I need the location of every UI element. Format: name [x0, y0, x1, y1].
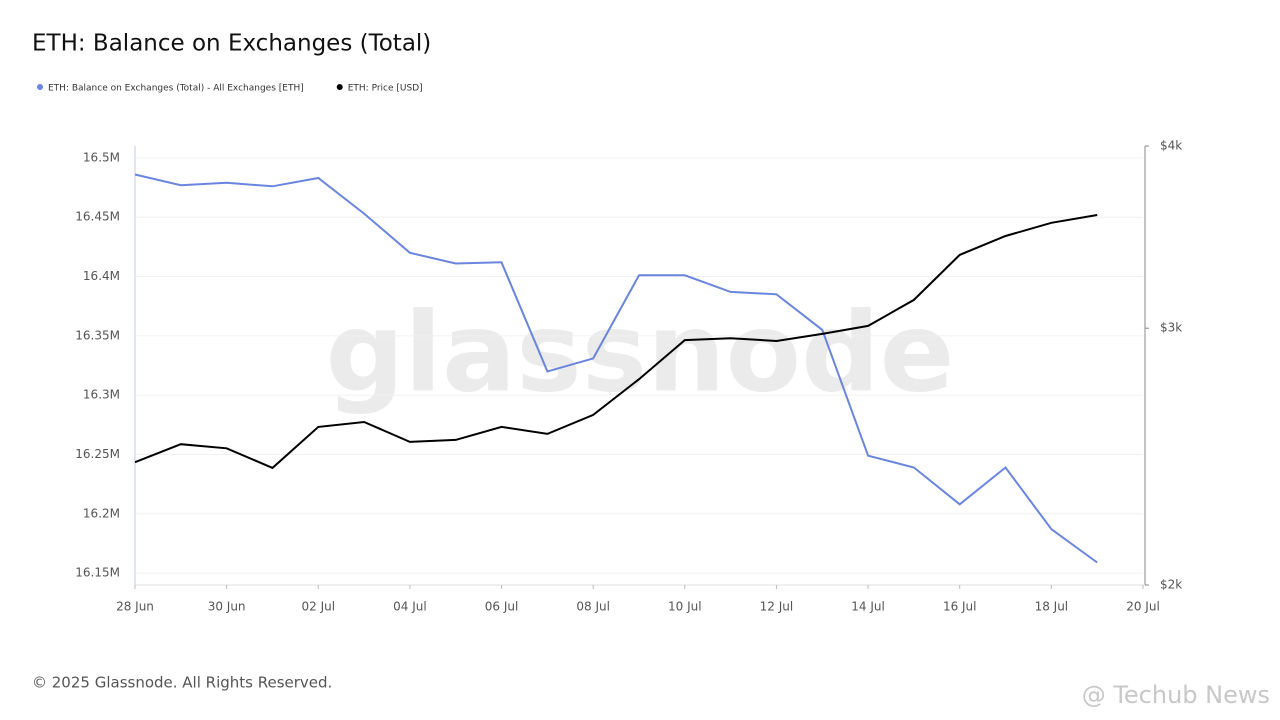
x-tick-label: 10 Jul [668, 600, 702, 614]
x-tick-label: 30 Jun [208, 600, 246, 614]
series-line [134, 173, 1098, 564]
y2-tick-label: $3k [1160, 321, 1182, 335]
y-tick-label: 16.3M [83, 388, 120, 402]
legend-label: ETH: Balance on Exchanges (Total) - All … [48, 84, 304, 94]
corner-watermark: @ Techub News [1082, 681, 1270, 709]
x-tick-label: 20 Jul [1126, 600, 1160, 614]
x-tick-label: 08 Jul [576, 600, 610, 614]
x-tick-label: 02 Jul [301, 600, 335, 614]
y-tick-label: 16.15M [75, 566, 120, 580]
legend-marker [336, 84, 343, 90]
x-tick-label: 28 Jun [116, 600, 154, 614]
y-tick-label: 16.45M [75, 210, 120, 224]
y-tick-label: 16.5M [83, 150, 120, 164]
chart-title: ETH: Balance on Exchanges (Total) [32, 31, 431, 57]
x-tick-label: 14 Jul [851, 600, 885, 614]
y2-tick-label: $4k [1160, 139, 1182, 153]
y-tick-label: 16.35M [75, 328, 120, 342]
x-tick-label: 18 Jul [1035, 600, 1069, 614]
y-tick-label: 16.4M [83, 269, 120, 283]
x-tick-label: 12 Jul [760, 600, 794, 614]
x-tick-label: 06 Jul [485, 600, 519, 614]
y-tick-label: 16.2M [83, 506, 120, 520]
x-tick-label: 16 Jul [943, 600, 977, 614]
series-line [134, 214, 1098, 470]
y-tick-label: 16.25M [75, 447, 120, 461]
watermark: glassnode [326, 288, 955, 416]
legend-marker [37, 84, 43, 90]
legend-label: ETH: Price [USD] [348, 84, 423, 94]
x-tick-label: 04 Jul [393, 600, 427, 614]
footer: © 2025 Glassnode. All Rights Reserved. [32, 674, 332, 692]
y2-tick-label: $2k [1160, 578, 1182, 592]
